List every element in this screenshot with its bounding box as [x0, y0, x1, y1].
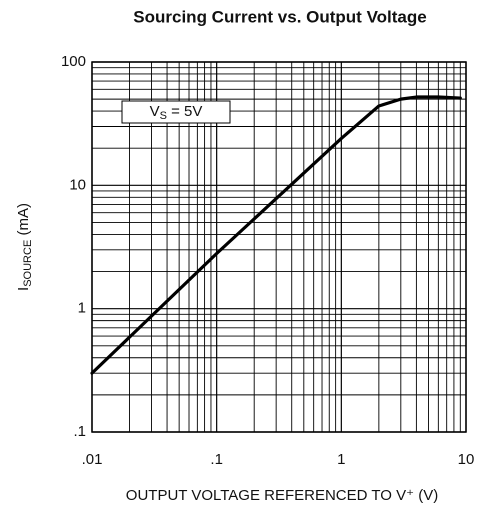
plot-frame: [91, 61, 467, 433]
x-tick-label: .01: [82, 451, 103, 468]
x-tick-label: 1: [337, 451, 345, 468]
annotation: VS = 5V: [150, 103, 203, 122]
y-tick-label: 1: [78, 300, 86, 317]
x-tick-label: .1: [210, 451, 223, 468]
y-tick-label: .1: [73, 423, 86, 440]
data-line: [90, 95, 462, 375]
y-axis-label-text: ISOURCE (mA): [15, 203, 34, 291]
chart-title: Sourcing Current vs. Output Voltage: [133, 7, 426, 26]
y-axis-label: ISOURCE (mA): [15, 203, 34, 291]
x-axis-label: OUTPUT VOLTAGE REFERENCED TO V⁺ (V): [126, 487, 438, 504]
y-tick-label: 100: [61, 53, 86, 70]
x-tick-label: 10: [458, 451, 475, 468]
annotation-box: [121, 100, 231, 124]
y-tick-label: 10: [69, 176, 86, 193]
